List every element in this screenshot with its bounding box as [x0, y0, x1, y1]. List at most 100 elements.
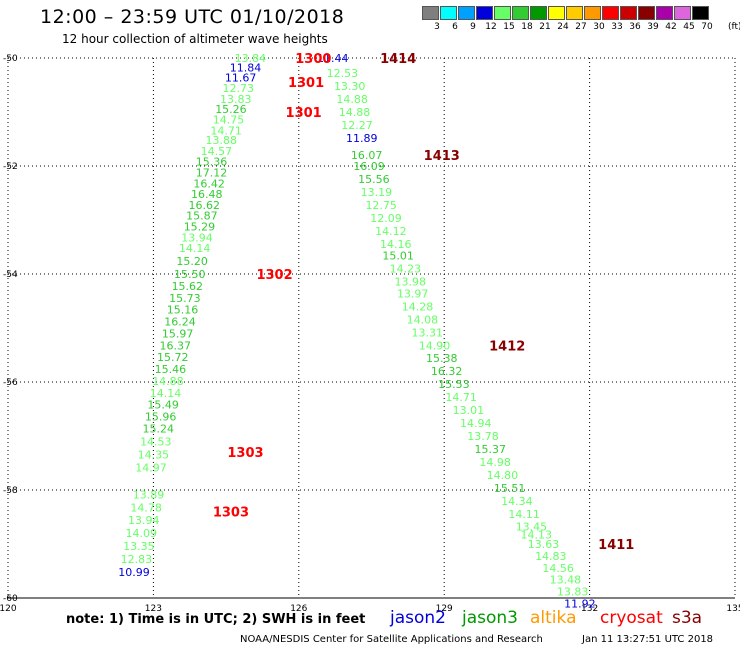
scale-label: 30	[593, 22, 605, 32]
color-scale-unit: (ft)	[728, 22, 740, 32]
wave-height-label: 13.31	[411, 326, 443, 339]
scale-swatch	[566, 6, 583, 20]
x-tick-label: 126	[290, 604, 307, 614]
wave-height-label: 14.90	[419, 339, 451, 352]
wave-height-label: 14.57	[201, 145, 233, 158]
wave-height-label: 14.78	[130, 501, 162, 514]
wave-height-label: 13.83	[557, 586, 589, 599]
wave-height-label: 17.12	[196, 166, 228, 179]
wave-height-label: 13.83	[220, 93, 252, 106]
wave-height-label: 13.98	[395, 276, 427, 289]
scale-label: 18	[521, 22, 533, 32]
wave-height-label: 16.62	[189, 199, 221, 212]
wave-height-label: 14.56	[542, 562, 574, 575]
wave-height-label: 11.44	[317, 52, 349, 65]
wave-height-label: 13.35	[123, 540, 155, 553]
wave-height-label: 13.94	[128, 514, 160, 527]
scale-label: 70	[701, 22, 713, 32]
wave-height-label: 16.24	[164, 316, 196, 329]
wave-height-label: 14.94	[460, 417, 492, 430]
wave-height-label: 15.51	[494, 482, 526, 495]
wave-height-label: 11.84	[230, 62, 262, 75]
x-tick-label: 135	[726, 604, 740, 614]
wave-height-label: 15.62	[172, 280, 204, 293]
wave-height-label: 14.71	[210, 124, 242, 137]
scale-label: 3	[434, 22, 440, 32]
wave-height-label: 14.98	[479, 456, 511, 469]
scale-label: 42	[665, 22, 677, 32]
scale-swatch	[638, 6, 655, 20]
scale-label: 12	[485, 22, 497, 32]
scale-label: 15	[503, 22, 515, 32]
scale-label: 6	[452, 22, 458, 32]
wave-height-label: 13.30	[334, 80, 366, 93]
footer-note: note: 1) Time is in UTC; 2) SWH is in fe…	[66, 612, 366, 627]
wave-height-label: 15.01	[382, 250, 414, 263]
footer-timestamp: Jan 11 13:27:51 UTC 2018	[582, 634, 714, 645]
scale-label: 24	[557, 22, 569, 32]
wave-height-label: 13.01	[453, 404, 485, 417]
pass-time-label: 1302	[256, 268, 292, 283]
wave-height-label: 15.96	[145, 411, 177, 424]
pass-time-label: 1414	[380, 52, 416, 67]
wave-height-label: 16.07	[351, 149, 383, 162]
wave-height-label: 11.89	[346, 132, 378, 145]
wave-height-label: 13.97	[397, 287, 429, 300]
wave-height-label: 14.16	[380, 238, 412, 251]
scale-swatch	[512, 6, 529, 20]
wave-height-label: 12.83	[121, 553, 153, 566]
wave-height-label: 14.83	[535, 550, 567, 563]
chart-tick-labels: 120 123 126 129 132 135 -50 -52 -54 -56 -58 -60	[0, 54, 740, 614]
y-tick-label: -60	[3, 594, 18, 604]
wave-height-label: 13.63	[528, 538, 560, 551]
wave-height-label: 15.37	[474, 443, 506, 456]
satellite-label-s3a: s3a	[672, 608, 703, 628]
wave-height-label: 13.19	[361, 186, 393, 199]
wave-height-label: 13.48	[550, 574, 582, 587]
wave-height-label: 15.24	[142, 422, 174, 435]
wave-height-label: 12.27	[341, 119, 373, 132]
wave-height-label: 12.09	[370, 212, 402, 225]
wave-height-label: 14.13	[521, 528, 553, 541]
scale-swatch	[494, 6, 511, 20]
wave-height-label: 14.28	[402, 300, 434, 313]
scale-label: 21	[539, 22, 551, 32]
scale-label: 45	[683, 22, 695, 32]
wave-height-label: 15.16	[167, 304, 199, 317]
wave-height-label: 11.92	[564, 597, 596, 610]
wave-height-label: 14.75	[213, 114, 245, 127]
x-tick-label: 129	[436, 604, 453, 614]
pass-time-label: 1412	[489, 339, 525, 354]
scale-label: 36	[629, 22, 641, 32]
wave-height-label: 10.99	[118, 566, 150, 579]
wave-height-label: 11.67	[225, 71, 257, 84]
y-tick-label: -52	[3, 162, 18, 172]
wave-height-label: 13.45	[516, 521, 548, 534]
x-tick-label: 132	[581, 604, 598, 614]
wave-height-label: 12.73	[222, 82, 254, 95]
scale-swatch	[422, 6, 439, 20]
scale-swatch	[476, 6, 493, 20]
pass-time-label: 1411	[598, 538, 634, 553]
wave-height-label: 15.50	[174, 268, 206, 281]
satellite-label-altika: altika	[530, 608, 577, 628]
pass-time-label: 1413	[424, 149, 460, 164]
scale-swatch	[602, 6, 619, 20]
wave-height-label: 15.73	[169, 292, 201, 305]
pass-time-label: 1301	[288, 76, 324, 91]
wave-height-label: 15.49	[147, 399, 179, 412]
chart-annotations: 1300 1301 1301 1302 1303 1303 1414 1413 1412 1411	[213, 52, 634, 553]
scale-swatch	[692, 6, 709, 20]
wave-height-label: 15.26	[215, 103, 247, 116]
scale-swatch	[458, 6, 475, 20]
wave-height-label: 13.78	[467, 430, 499, 443]
wave-height-label: 14.11	[508, 508, 540, 521]
scale-swatch	[440, 6, 457, 20]
wave-height-label: 14.34	[501, 495, 533, 508]
pass-time-label: 1303	[227, 446, 263, 461]
wave-height-label: 14.12	[375, 225, 407, 238]
wave-height-label: 15.20	[176, 255, 208, 268]
scale-swatch	[656, 6, 673, 20]
wave-height-label: 12.53	[327, 67, 359, 80]
